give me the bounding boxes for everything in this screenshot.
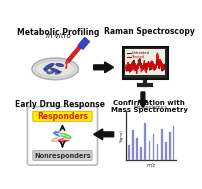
Bar (156, 143, 158, 160)
Bar (148, 141, 150, 160)
Text: Metabolomics: Metabolomics (133, 105, 167, 110)
Ellipse shape (43, 63, 54, 70)
Polygon shape (93, 129, 113, 140)
Ellipse shape (59, 132, 72, 139)
Polygon shape (67, 46, 81, 62)
Bar (139, 147, 141, 160)
Text: Treated: Treated (131, 55, 144, 59)
FancyBboxPatch shape (27, 107, 97, 165)
Bar (172, 125, 174, 160)
Bar (168, 132, 170, 160)
Bar (135, 138, 137, 160)
Bar (160, 129, 162, 160)
Text: Raman Spectroscopy: Raman Spectroscopy (103, 27, 194, 36)
Ellipse shape (57, 136, 70, 143)
Text: Metabolic Profiling: Metabolic Profiling (17, 28, 99, 37)
Bar (132, 130, 133, 160)
Ellipse shape (32, 68, 78, 76)
Polygon shape (138, 92, 146, 107)
Bar (152, 134, 154, 160)
Text: Confirmation with
Mass Spectrometry: Confirmation with Mass Spectrometry (110, 100, 187, 113)
FancyBboxPatch shape (122, 46, 167, 79)
Text: Early Drug Response: Early Drug Response (15, 100, 104, 109)
Ellipse shape (32, 58, 78, 80)
Ellipse shape (65, 67, 66, 69)
Polygon shape (65, 59, 69, 64)
Bar (127, 145, 129, 160)
Ellipse shape (52, 131, 67, 138)
Polygon shape (77, 37, 89, 50)
Ellipse shape (54, 71, 62, 75)
Ellipse shape (43, 68, 48, 73)
Text: in vitro: in vitro (46, 33, 70, 40)
FancyBboxPatch shape (33, 111, 92, 121)
Bar (164, 142, 166, 160)
Ellipse shape (50, 135, 66, 143)
Polygon shape (93, 62, 113, 73)
Text: Untreated: Untreated (131, 51, 148, 56)
Text: Signal: Signal (120, 129, 123, 142)
Ellipse shape (46, 71, 54, 74)
Ellipse shape (55, 63, 64, 67)
FancyBboxPatch shape (125, 49, 164, 75)
Ellipse shape (50, 68, 60, 73)
Text: Responders: Responders (37, 112, 87, 121)
FancyBboxPatch shape (33, 150, 92, 160)
Text: m/z: m/z (146, 162, 155, 167)
Bar (143, 123, 145, 160)
Text: Nonresponders: Nonresponders (34, 153, 90, 159)
